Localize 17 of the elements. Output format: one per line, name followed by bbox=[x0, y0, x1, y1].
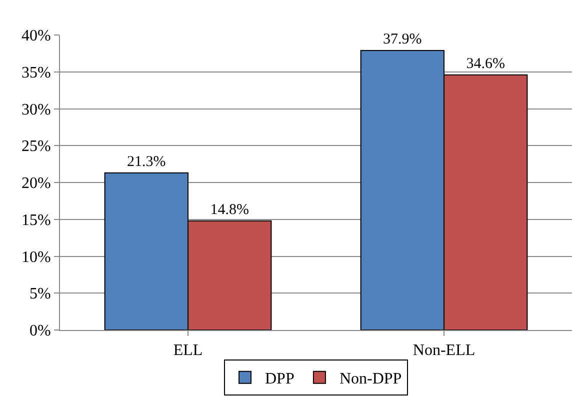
y-tick-label: 0% bbox=[29, 322, 51, 340]
y-tick-label: 10% bbox=[21, 248, 51, 266]
x-tick-label: Non-ELL bbox=[412, 342, 476, 360]
y-tick-label: 5% bbox=[29, 286, 51, 303]
y-tick-label: 30% bbox=[21, 101, 51, 118]
y-tick-label: 35% bbox=[21, 64, 51, 82]
data-label: 21.3% bbox=[127, 154, 166, 170]
x-tick-label: ELL bbox=[173, 342, 203, 360]
data-label: 34.6% bbox=[466, 56, 505, 72]
y-tick-label: 40% bbox=[21, 28, 51, 45]
legend-label: Non-DPP bbox=[339, 370, 402, 388]
data-label: 14.8% bbox=[210, 202, 249, 218]
y-tick-label: 25% bbox=[21, 138, 51, 156]
y-tick-label: 20% bbox=[21, 175, 51, 192]
data-label: 37.9% bbox=[383, 31, 422, 48]
legend-label: DPP bbox=[265, 370, 294, 388]
y-tick-label: 15% bbox=[21, 212, 51, 229]
